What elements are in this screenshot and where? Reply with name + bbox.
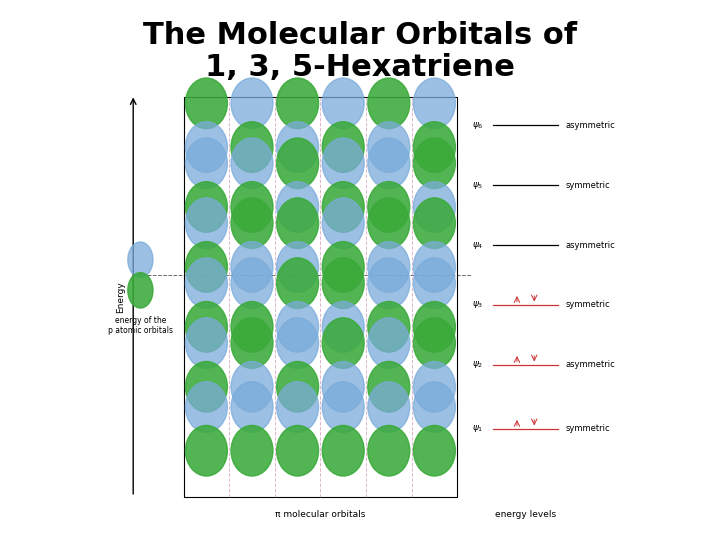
- Ellipse shape: [186, 122, 228, 172]
- Ellipse shape: [276, 258, 318, 308]
- Ellipse shape: [368, 241, 410, 292]
- Ellipse shape: [231, 78, 273, 129]
- Ellipse shape: [368, 78, 410, 129]
- Ellipse shape: [323, 258, 364, 308]
- Ellipse shape: [323, 241, 364, 292]
- Ellipse shape: [368, 198, 410, 248]
- Ellipse shape: [368, 138, 410, 188]
- Ellipse shape: [231, 318, 273, 368]
- Text: symmetric: symmetric: [565, 180, 610, 190]
- Ellipse shape: [413, 241, 455, 292]
- Ellipse shape: [186, 78, 228, 129]
- Ellipse shape: [186, 426, 228, 476]
- Ellipse shape: [276, 426, 318, 476]
- Text: energy of the
p atomic orbitals: energy of the p atomic orbitals: [108, 316, 173, 335]
- Ellipse shape: [323, 318, 364, 368]
- Ellipse shape: [413, 138, 455, 188]
- Ellipse shape: [413, 258, 455, 308]
- Ellipse shape: [186, 241, 228, 292]
- Ellipse shape: [128, 273, 153, 308]
- Ellipse shape: [276, 301, 318, 352]
- Ellipse shape: [368, 426, 410, 476]
- Ellipse shape: [323, 426, 364, 476]
- Ellipse shape: [186, 301, 228, 352]
- Bar: [184, 97, 457, 497]
- Text: $\psi_5$: $\psi_5$: [472, 180, 483, 191]
- Ellipse shape: [323, 382, 364, 433]
- Ellipse shape: [323, 78, 364, 129]
- Ellipse shape: [368, 122, 410, 172]
- Ellipse shape: [231, 426, 273, 476]
- Text: 1, 3, 5-Hexatriene: 1, 3, 5-Hexatriene: [205, 53, 515, 82]
- Ellipse shape: [231, 361, 273, 412]
- Ellipse shape: [413, 198, 455, 248]
- Ellipse shape: [323, 138, 364, 188]
- Text: $\psi_6$: $\psi_6$: [472, 120, 483, 131]
- Ellipse shape: [276, 198, 318, 248]
- Ellipse shape: [323, 198, 364, 248]
- Ellipse shape: [323, 122, 364, 172]
- Ellipse shape: [276, 361, 318, 412]
- Ellipse shape: [231, 198, 273, 248]
- Ellipse shape: [186, 318, 228, 368]
- Text: π molecular orbitals: π molecular orbitals: [275, 510, 366, 519]
- Ellipse shape: [231, 301, 273, 352]
- Ellipse shape: [231, 382, 273, 433]
- Ellipse shape: [413, 382, 455, 433]
- Ellipse shape: [413, 122, 455, 172]
- Ellipse shape: [413, 361, 455, 412]
- Ellipse shape: [368, 181, 410, 232]
- Ellipse shape: [186, 198, 228, 248]
- Ellipse shape: [368, 382, 410, 433]
- Ellipse shape: [231, 138, 273, 188]
- Ellipse shape: [323, 181, 364, 232]
- Ellipse shape: [231, 241, 273, 292]
- Ellipse shape: [231, 181, 273, 232]
- Ellipse shape: [186, 138, 228, 188]
- Text: asymmetric: asymmetric: [565, 360, 615, 369]
- Ellipse shape: [128, 242, 153, 278]
- Text: energy levels: energy levels: [495, 510, 556, 519]
- Ellipse shape: [231, 122, 273, 172]
- Ellipse shape: [186, 181, 228, 232]
- Text: $\psi_3$: $\psi_3$: [472, 300, 483, 310]
- Ellipse shape: [276, 181, 318, 232]
- Ellipse shape: [231, 258, 273, 308]
- Text: asymmetric: asymmetric: [565, 120, 615, 130]
- Ellipse shape: [276, 138, 318, 188]
- Ellipse shape: [368, 318, 410, 368]
- Ellipse shape: [186, 258, 228, 308]
- Ellipse shape: [413, 301, 455, 352]
- Text: Energy: Energy: [116, 281, 125, 313]
- Ellipse shape: [323, 361, 364, 412]
- Ellipse shape: [413, 318, 455, 368]
- Text: symmetric: symmetric: [565, 424, 610, 434]
- Ellipse shape: [413, 426, 455, 476]
- Text: $\psi_1$: $\psi_1$: [472, 423, 483, 434]
- Ellipse shape: [276, 382, 318, 433]
- Ellipse shape: [413, 78, 455, 129]
- Ellipse shape: [276, 78, 318, 129]
- Ellipse shape: [276, 122, 318, 172]
- Text: symmetric: symmetric: [565, 300, 610, 309]
- Ellipse shape: [368, 258, 410, 308]
- Ellipse shape: [368, 301, 410, 352]
- Ellipse shape: [413, 181, 455, 232]
- Text: The Molecular Orbitals of: The Molecular Orbitals of: [143, 21, 577, 50]
- Ellipse shape: [323, 301, 364, 352]
- Ellipse shape: [186, 361, 228, 412]
- Ellipse shape: [276, 318, 318, 368]
- Ellipse shape: [276, 241, 318, 292]
- Text: $\psi_2$: $\psi_2$: [472, 360, 483, 370]
- Text: $\psi_4$: $\psi_4$: [472, 240, 483, 251]
- Ellipse shape: [186, 382, 228, 433]
- Text: asymmetric: asymmetric: [565, 240, 615, 249]
- Ellipse shape: [368, 361, 410, 412]
